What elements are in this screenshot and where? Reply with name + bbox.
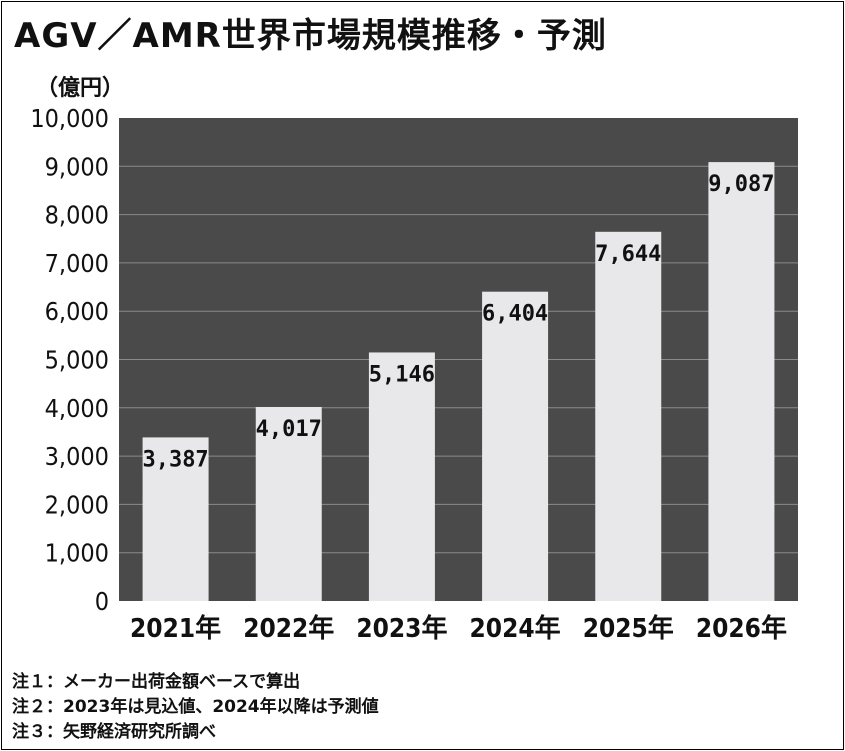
data-label: 7,644 xyxy=(595,242,661,267)
y-tick-label: 0 xyxy=(95,587,109,616)
x-tick-label: 2026年 xyxy=(696,613,787,644)
y-tick-label: 10,000 xyxy=(30,104,109,133)
data-label: 5,146 xyxy=(369,362,435,387)
data-label: 6,404 xyxy=(482,302,548,327)
y-tick-label: 6,000 xyxy=(45,297,109,326)
data-label: 9,087 xyxy=(708,172,774,197)
bar xyxy=(595,231,662,601)
y-tick-label: 1,000 xyxy=(45,539,109,568)
x-tick-label: 2025年 xyxy=(583,613,674,644)
footnote-3: 注３：矢野経済研究所調べ xyxy=(12,722,216,742)
footnotes: 注１：メーカー出荷金額ベースで算出 注２：2023年は見込値、2024年以降は予… xyxy=(12,670,379,745)
bar xyxy=(482,291,549,601)
y-tick-label: 8,000 xyxy=(45,201,109,230)
y-tick-label: 4,000 xyxy=(45,394,109,423)
data-label: 3,387 xyxy=(142,447,208,472)
data-label: 4,017 xyxy=(256,417,322,442)
bar xyxy=(142,437,209,601)
bar xyxy=(255,406,322,601)
footnote-1: 注１：メーカー出荷金額ベースで算出 xyxy=(12,672,301,692)
y-tick-label: 7,000 xyxy=(45,249,109,278)
y-tick-label: 5,000 xyxy=(45,346,109,375)
y-tick-label: 2,000 xyxy=(45,490,109,519)
y-tick-label: 9,000 xyxy=(45,152,109,181)
bar xyxy=(368,352,435,601)
y-axis-unit-label: （億円） xyxy=(36,76,125,101)
x-tick-label: 2021年 xyxy=(130,613,221,644)
y-tick-label: 3,000 xyxy=(45,442,109,471)
x-tick-label: 2024年 xyxy=(470,613,561,644)
chart-title: AGV／AMR世界市場規模推移・予測 xyxy=(14,16,607,56)
x-tick-label: 2023年 xyxy=(356,613,447,644)
footnote-2: 注２：2023年は見込値、2024年以降は予測値 xyxy=(12,697,379,717)
bar xyxy=(708,162,775,601)
x-tick-label: 2022年 xyxy=(243,613,334,644)
